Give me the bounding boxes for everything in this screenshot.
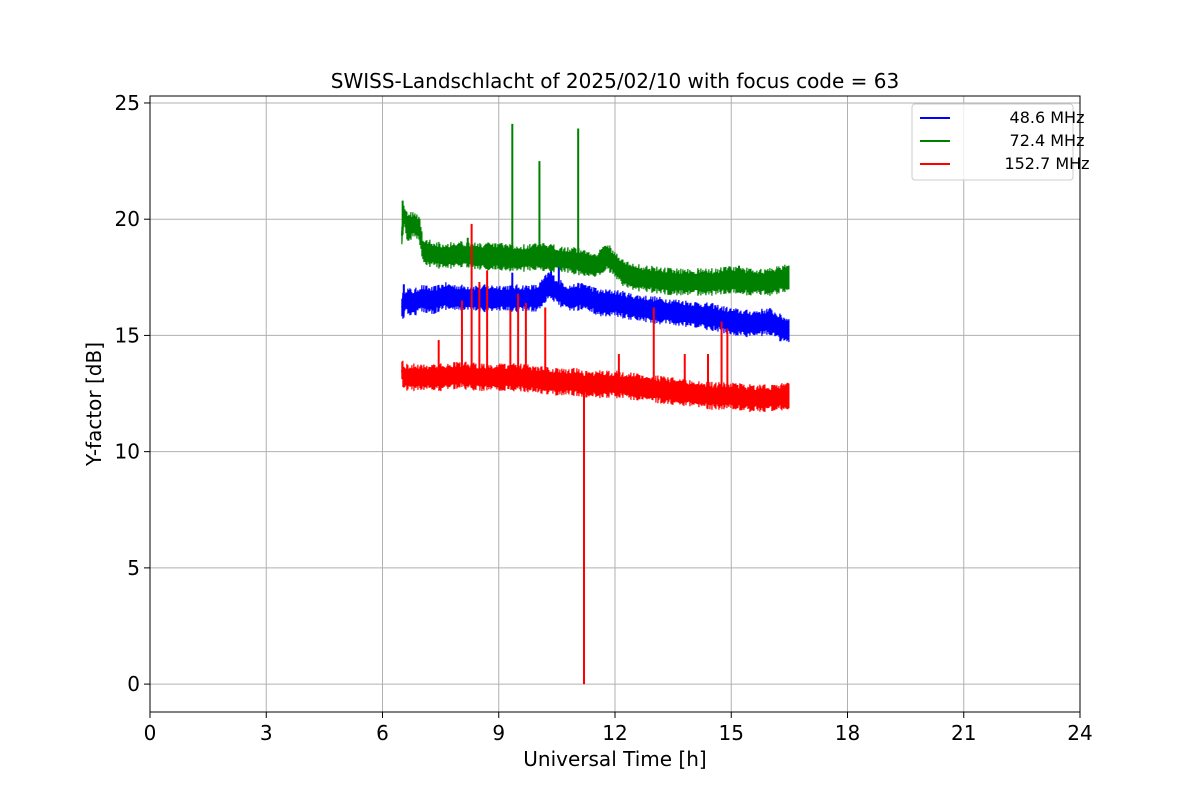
- y-tick-label: 20: [115, 207, 140, 231]
- x-tick-label: 6: [376, 721, 389, 745]
- series-3-noise-band: [401, 360, 790, 413]
- series-1-line: [401, 282, 790, 332]
- series-1-group: [401, 263, 790, 343]
- series-2-group: [400, 123, 790, 296]
- y-tick-label: 5: [127, 556, 140, 580]
- x-tick-label: 12: [602, 721, 627, 745]
- x-tick-label: 9: [492, 721, 505, 745]
- legend-label-2: 72.4 MHz: [1010, 131, 1085, 150]
- y-tick-label: 25: [115, 91, 140, 115]
- y-axis-label: Y-factor [dB]: [82, 342, 106, 467]
- y-tick-label: 10: [115, 440, 140, 464]
- x-tick-label: 0: [144, 721, 157, 745]
- x-axis-label: Universal Time [h]: [523, 747, 706, 771]
- legend: 48.6 MHz 72.4 MHz 152.7 MHz: [911, 103, 1090, 181]
- series-2-line: [400, 214, 790, 283]
- x-tick-label: 21: [951, 721, 976, 745]
- plot-area: [400, 123, 790, 685]
- x-tick-label: 3: [260, 721, 273, 745]
- legend-box: [911, 103, 1074, 181]
- chart-title: SWISS-Landschlacht of 2025/02/10 with fo…: [331, 69, 899, 93]
- x-tick-label: 24: [1067, 721, 1092, 745]
- x-tick-label: 18: [835, 721, 860, 745]
- x-tick-label: 15: [719, 721, 744, 745]
- series-3-line: [400, 370, 790, 400]
- legend-label-1: 48.6 MHz: [1010, 108, 1085, 127]
- axis-ticks: 0 3 6 9 12 15 18 21 24 0 5 10 15 20 25: [115, 91, 1093, 745]
- y-tick-label: 0: [127, 672, 140, 696]
- y-tick-label: 15: [115, 323, 140, 347]
- legend-label-3: 152.7 MHz: [1004, 154, 1089, 173]
- series-3-group: [400, 223, 790, 685]
